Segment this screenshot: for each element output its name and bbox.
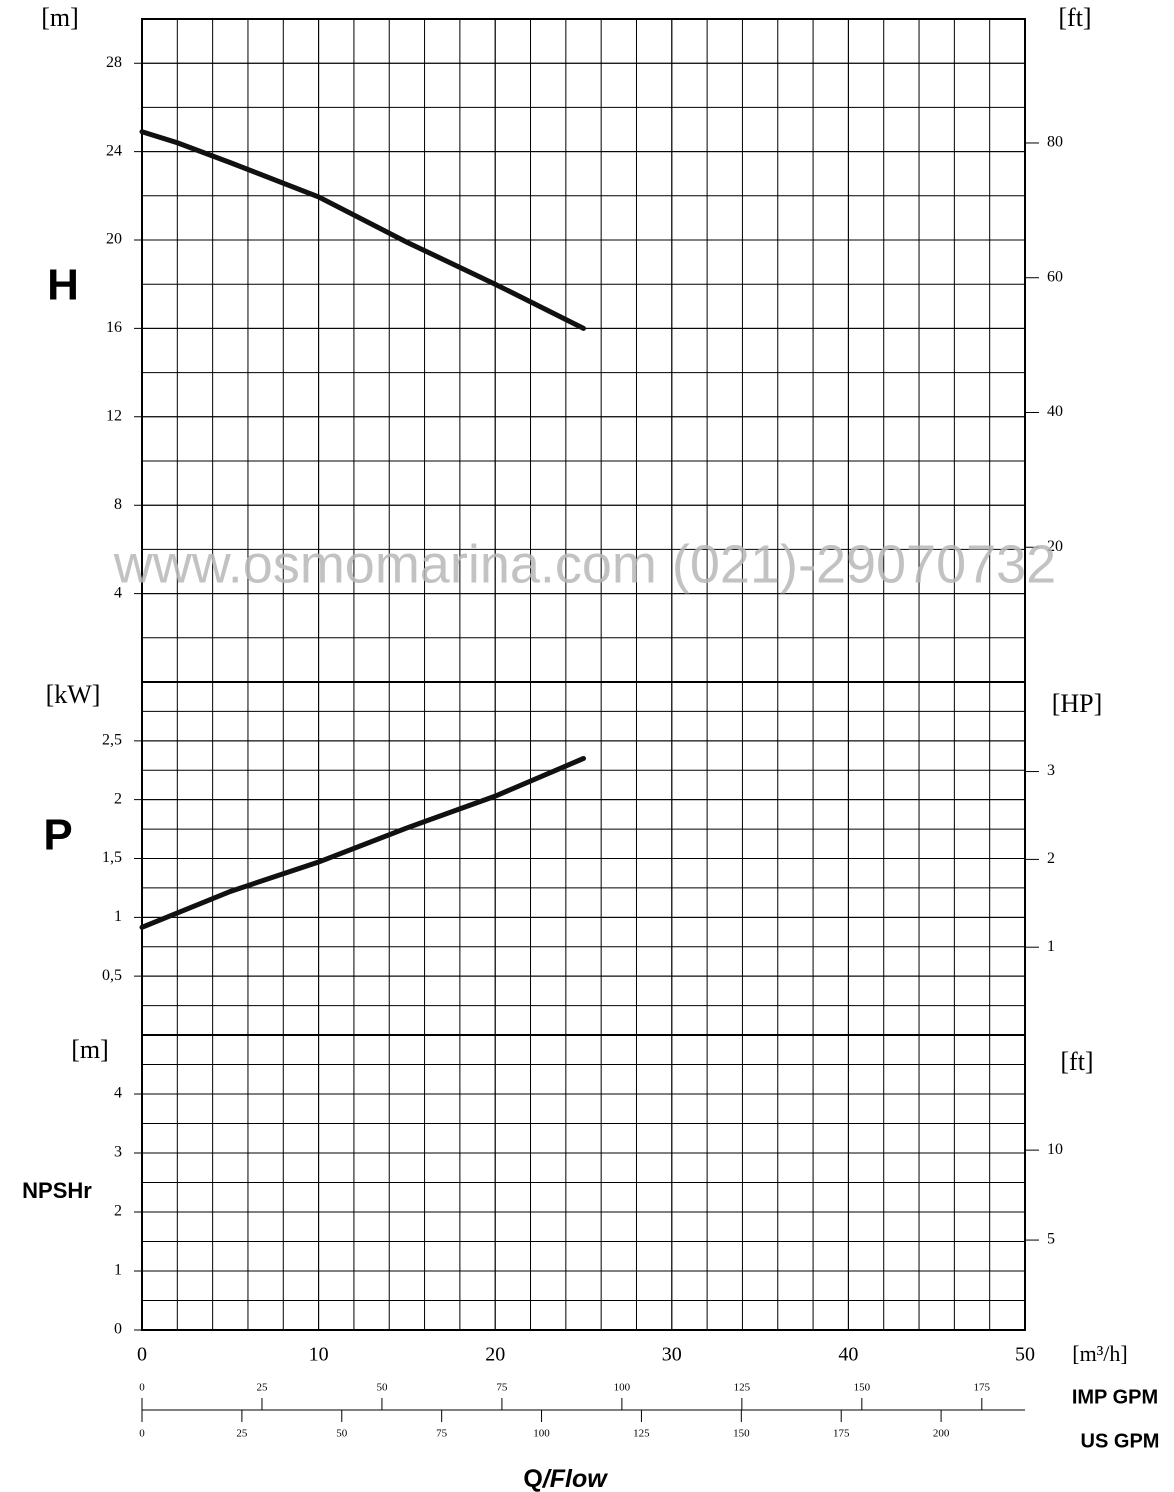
gpm-tick-label: 175 (974, 1382, 991, 1394)
y2-unit: [HP] (1052, 689, 1103, 718)
y-tick-label: 1 (114, 1262, 122, 1279)
y-tick-label: 16 (106, 319, 122, 336)
y-unit: [m] (71, 1035, 109, 1064)
flow-label: Q/Flow (523, 1465, 608, 1492)
panel-label: P (43, 811, 72, 860)
curve (139, 755, 586, 930)
x-unit: [m³/h] (1072, 1341, 1127, 1366)
y-unit: [m] (41, 3, 79, 32)
y-tick-label: 2 (114, 1203, 122, 1220)
y-tick-label: 8 (114, 496, 122, 513)
gpm-tick-label: 100 (614, 1382, 631, 1394)
x-tick-label: 20 (485, 1344, 505, 1366)
y-tick-label: 1,5 (102, 849, 122, 866)
y2-unit: [ft] (1058, 3, 1091, 32)
y-tick-label: 20 (106, 231, 122, 248)
flow-text: /Flow (542, 1465, 608, 1492)
y-tick-label: 3 (114, 1144, 122, 1161)
y-tick-label: 2,5 (102, 732, 122, 749)
y2-tick-label: 2 (1047, 850, 1055, 867)
gpm-tick-label: 125 (734, 1382, 751, 1394)
gpm-tick-label: 125 (633, 1428, 650, 1440)
x-tick-label: 10 (309, 1344, 329, 1366)
panel-label: H (47, 261, 79, 310)
y-tick-label: 12 (106, 407, 122, 424)
y-tick-label: 4 (114, 584, 122, 601)
gpm-tick-label: 75 (436, 1428, 448, 1440)
gpm-tick-label: 25 (256, 1382, 268, 1394)
y2-tick-label: 1 (1047, 938, 1055, 955)
gpm-tick-label: 75 (496, 1382, 508, 1394)
y-tick-label: 28 (106, 54, 122, 71)
y-tick-label: 1 (114, 908, 122, 925)
gpm-tick-label: 175 (833, 1428, 850, 1440)
watermark: www.osmomarina.com (021)-29070732 (113, 534, 1056, 594)
y-tick-label: 0 (114, 1321, 122, 1338)
gpm-tick-label: 200 (933, 1428, 950, 1440)
x-tick-label: 50 (1015, 1344, 1035, 1366)
y-unit: [kW] (46, 680, 101, 709)
y-tick-label: 0,5 (102, 967, 122, 984)
y2-unit: [ft] (1060, 1047, 1093, 1076)
y2-tick-label: 60 (1047, 268, 1063, 285)
curve (139, 129, 586, 331)
y2-tick-label: 80 (1047, 134, 1063, 151)
gpm-label: US GPM (1081, 1430, 1160, 1452)
x-tick-label: 0 (137, 1344, 147, 1366)
y-tick-label: 2 (114, 790, 122, 807)
gpm-tick-label: 50 (336, 1428, 348, 1440)
gpm-tick-label: 25 (236, 1428, 248, 1440)
gpm-tick-label: 50 (376, 1382, 388, 1394)
gpm-label: IMP GPM (1072, 1386, 1158, 1408)
y2-tick-label: 5 (1047, 1231, 1055, 1248)
x-tick-label: 40 (838, 1344, 858, 1366)
y2-tick-label: 3 (1047, 762, 1055, 779)
y2-tick-label: 20 (1047, 538, 1063, 555)
flow-q: Q (523, 1465, 542, 1492)
gpm-tick-label: 150 (854, 1382, 871, 1394)
y-tick-label: 4 (114, 1085, 122, 1102)
gpm-tick-label: 100 (533, 1428, 550, 1440)
y2-tick-label: 40 (1047, 403, 1063, 420)
panel-frame (141, 1034, 1026, 1331)
x-tick-label: 30 (662, 1344, 682, 1366)
panel-label: NPSHr (22, 1178, 92, 1203)
gpm-tick-label: 0 (139, 1428, 145, 1440)
y2-tick-label: 10 (1047, 1141, 1063, 1158)
y-tick-label: 24 (106, 142, 122, 159)
gpm-tick-label: 150 (733, 1428, 750, 1440)
gpm-tick-label: 0 (139, 1382, 145, 1394)
